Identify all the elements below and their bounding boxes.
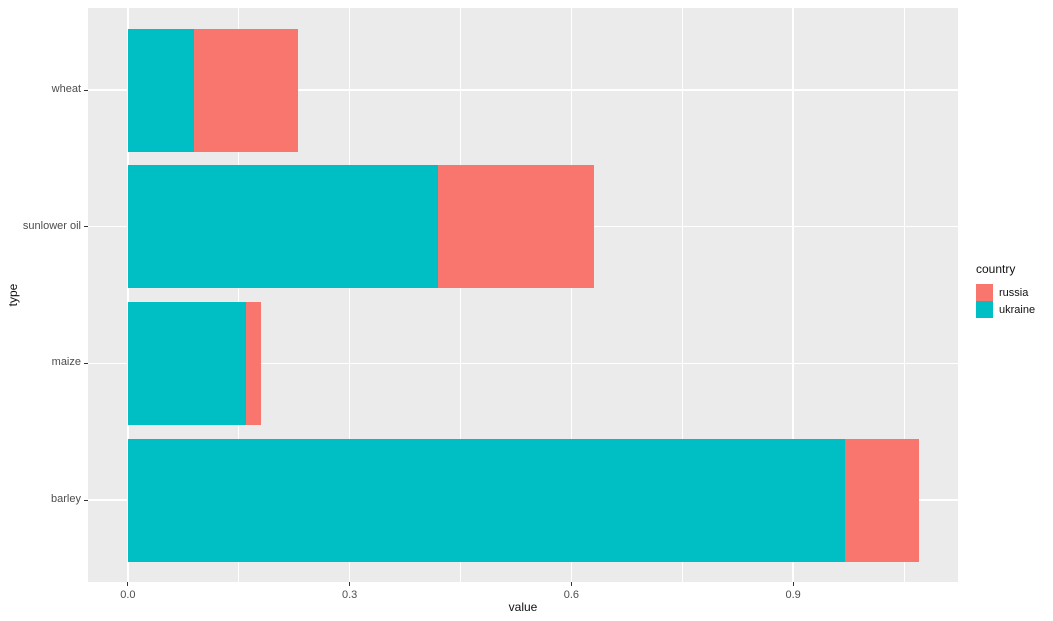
x-tick-mark xyxy=(570,582,572,586)
legend: country russia ukraine xyxy=(976,262,1035,318)
gridline-major-vertical xyxy=(127,8,129,582)
y-tick-mark xyxy=(84,499,88,501)
x-tick-label: 0.3 xyxy=(342,589,358,601)
x-axis-title: value xyxy=(508,600,538,614)
x-tick-label: 0.6 xyxy=(563,589,580,601)
gridline-major-vertical xyxy=(348,8,351,582)
gridline-minor-vertical xyxy=(903,8,905,582)
y-tick-mark xyxy=(84,89,88,91)
gridline-minor-vertical xyxy=(681,8,683,582)
gridline-minor-vertical xyxy=(460,8,462,582)
bar-segment-ukraine-sunlower-oil xyxy=(127,165,439,289)
bar-segment-ukraine-barley xyxy=(127,438,845,562)
x-tick-mark xyxy=(127,582,129,586)
y-tick-label: barley xyxy=(51,493,81,505)
bar-segment-russia-wheat xyxy=(194,28,298,152)
x-tick-mark xyxy=(792,582,794,586)
y-tick-mark xyxy=(84,362,88,364)
plot-panel xyxy=(88,8,958,582)
legend-label: russia xyxy=(999,286,1029,299)
legend-swatch-ukraine xyxy=(976,301,993,318)
bar-segment-ukraine-wheat xyxy=(127,28,195,152)
bar-segment-russia-maize xyxy=(246,301,261,425)
legend-entries: russia ukraine xyxy=(976,284,1035,318)
bar-segment-russia-barley xyxy=(844,438,919,562)
legend-swatch-russia xyxy=(976,284,993,301)
x-tick-label: 0.9 xyxy=(785,589,801,601)
bar-segment-russia-sunlower-oil xyxy=(438,165,594,289)
gridline-major-horizontal xyxy=(88,362,958,365)
y-axis-title: type xyxy=(6,283,20,307)
gridline-major-vertical xyxy=(792,8,794,582)
legend-label: ukraine xyxy=(999,303,1036,316)
legend-entry-russia: russia xyxy=(976,284,1035,301)
gridline-minor-vertical xyxy=(238,8,240,582)
y-tick-label: wheat xyxy=(51,83,81,95)
legend-entry-ukraine: ukraine xyxy=(976,301,1035,318)
y-tick-label: sunlower oil xyxy=(22,219,81,232)
y-tick-mark xyxy=(84,226,88,228)
bar-segment-ukraine-maize xyxy=(127,301,247,425)
x-tick-label: 0.0 xyxy=(120,589,136,601)
gridline-major-vertical xyxy=(570,8,573,582)
x-tick-mark xyxy=(349,582,351,586)
legend-title: country xyxy=(976,262,1016,276)
y-tick-label: maize xyxy=(51,356,81,369)
gridline-major-horizontal xyxy=(88,89,958,91)
